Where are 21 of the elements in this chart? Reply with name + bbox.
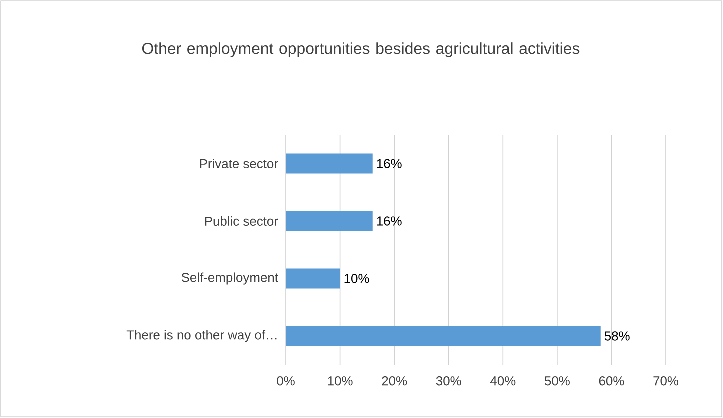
data-label: 16% <box>377 216 402 226</box>
x-tick-label: 60% <box>599 376 624 386</box>
chart-title: Other employment opportunities besides agricultural activities <box>142 42 580 58</box>
bar <box>286 326 601 346</box>
bar <box>286 268 340 289</box>
x-tick-label: 70% <box>654 376 679 386</box>
y-tick-label: Public sector <box>205 216 278 226</box>
x-tick-label: 0% <box>277 376 295 386</box>
y-tick-label: Self-employment <box>182 272 278 285</box>
bar <box>286 211 373 232</box>
bar <box>286 154 373 174</box>
y-tick-label: There is no other way of… <box>126 330 277 342</box>
x-tick-label: 30% <box>436 376 462 386</box>
y-tick-label: Private sector <box>200 158 278 169</box>
x-tick-label: 50% <box>544 376 570 386</box>
data-label: 16% <box>377 159 402 168</box>
data-label: 10% <box>344 274 370 284</box>
x-tick-label: 40% <box>490 376 516 386</box>
data-label: 58% <box>604 332 630 341</box>
x-tick-label: 10% <box>328 376 353 386</box>
x-tick-label: 20% <box>382 376 408 386</box>
